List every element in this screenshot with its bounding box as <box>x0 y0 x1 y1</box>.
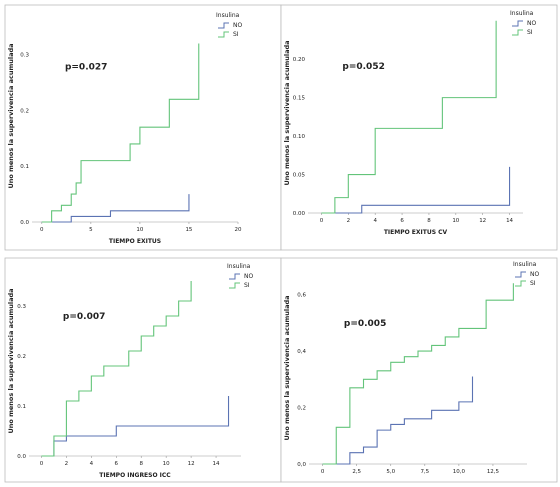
y-tick-label: 0.3 <box>20 53 29 59</box>
x-tick-label: 8 <box>139 461 143 467</box>
x-tick-label: 2,5 <box>352 469 361 475</box>
x-tick-label: 8 <box>427 218 431 224</box>
x-tick-label: 0 <box>40 227 44 233</box>
chart-3: 0 2 4 6 8 10 12 14 0.0 0.1 0.2 0.3 TIEMPO INGRESO IC… <box>4 257 282 483</box>
x-tick-label: 4 <box>90 461 94 467</box>
chart-frame <box>280 4 558 251</box>
y-axis-label: Uno menos la supervivencia acumulada <box>283 40 291 185</box>
x-tick-label: 2 <box>347 218 351 224</box>
y-axis-label: Uno menos la supervivencia acumulada <box>283 295 291 440</box>
x-tick-label: 12,5 <box>487 469 500 475</box>
legend-swatch-no <box>218 22 229 29</box>
chart-2: 0 2 4 6 8 10 12 14 0.00 0.05 0.10 0.15 0.20 TIEMPO EX… <box>280 4 558 251</box>
chart-1: 0 5 10 15 20 0.0 0.1 0.2 0.3 TIEMPO EXITUS Uno men… <box>4 4 282 251</box>
p-value-annotation: p=0.052 <box>342 62 384 72</box>
legend-swatch-no <box>512 20 523 27</box>
x-tick-label: 10,0 <box>453 469 466 475</box>
x-axis-label: TIEMPO EXITUS <box>109 238 161 245</box>
p-value-annotation: p=0.007 <box>63 312 105 322</box>
series-line-si <box>41 281 192 457</box>
chart-frame <box>4 257 282 483</box>
x-tick-label: 10 <box>452 218 459 224</box>
y-tick-label: 0,4 <box>297 349 306 355</box>
x-tick-label: 6 <box>400 218 404 224</box>
legend-label-no: NO <box>530 271 539 278</box>
y-tick-label: 0.00 <box>293 211 306 217</box>
y-axis-label: Uno menos la supervivencia acumulada <box>7 43 15 188</box>
chart-4: 0 2,5 5,0 7,5 10,0 12,5 0,0 0,2 0,4 0,6 Uno menos … <box>280 257 558 483</box>
x-tick-label: 10 <box>163 461 170 467</box>
x-tick-label: 5,0 <box>386 469 395 475</box>
x-tick-label: 12 <box>479 218 486 224</box>
series-line-si <box>41 43 200 223</box>
legend-label-si: SI <box>233 31 239 38</box>
legend-swatch-no <box>229 273 240 280</box>
series-line-si <box>322 283 514 465</box>
x-tick-label: 7,5 <box>420 469 429 475</box>
y-tick-label: 0,0 <box>297 462 306 468</box>
legend-label-no: NO <box>244 273 253 280</box>
legend-swatch-si <box>512 29 523 36</box>
legend-title: Insulina <box>510 10 534 17</box>
x-tick-label: 5 <box>89 227 93 233</box>
legend-label-no: NO <box>527 20 536 27</box>
series-line-si <box>321 20 497 214</box>
legend-title: Insulina <box>513 261 537 268</box>
legend-label-si: SI <box>244 282 250 289</box>
p-value-annotation: p=0.005 <box>344 319 386 329</box>
legend-title: Insulina <box>216 12 240 19</box>
p-value-annotation: p=0.027 <box>65 62 107 72</box>
y-tick-label: 0,2 <box>297 406 306 412</box>
x-tick-label: 20 <box>235 227 242 233</box>
y-tick-label: 0.2 <box>20 108 29 114</box>
legend-title: Insulina <box>227 263 251 270</box>
y-tick-label: 0.1 <box>20 164 29 170</box>
x-axis-label: TIEMPO EXITUS CV <box>384 229 448 236</box>
y-tick-label: 0.0 <box>20 220 29 226</box>
chart-frame <box>280 257 558 483</box>
x-tick-label: 2 <box>65 461 69 467</box>
series-line-no <box>41 194 190 223</box>
legend-label-si: SI <box>530 280 536 287</box>
y-tick-label: 0.05 <box>293 173 306 179</box>
x-tick-label: 10 <box>136 227 143 233</box>
y-tick-label: 0.20 <box>293 57 306 63</box>
y-tick-label: 0.2 <box>17 354 26 360</box>
legend-swatch-si <box>229 282 240 289</box>
series-line-no <box>322 376 474 465</box>
y-tick-label: 0.0 <box>17 454 26 460</box>
legend-swatch-no <box>515 271 526 278</box>
x-tick-label: 0 <box>40 461 44 467</box>
y-tick-label: 0.15 <box>293 96 306 102</box>
y-tick-label: 0,6 <box>297 293 306 299</box>
x-tick-label: 15 <box>185 227 192 233</box>
x-tick-label: 12 <box>188 461 195 467</box>
series-line-no <box>321 166 511 214</box>
x-tick-label: 6 <box>115 461 119 467</box>
legend-label-no: NO <box>233 22 242 29</box>
x-tick-label: 0 <box>321 469 325 475</box>
x-axis-label: TIEMPO INGRESO ICC <box>99 472 171 479</box>
x-tick-label: 14 <box>213 461 220 467</box>
x-tick-label: 4 <box>373 218 377 224</box>
y-tick-label: 0.3 <box>17 304 26 310</box>
legend-label-si: SI <box>527 29 533 36</box>
x-tick-label: 0 <box>320 218 324 224</box>
y-tick-label: 0.10 <box>293 134 306 140</box>
legend-swatch-si <box>515 280 526 287</box>
legend-swatch-si <box>218 31 229 38</box>
x-tick-label: 14 <box>506 218 513 224</box>
y-axis-label: Uno menos la supervivencia acumulada <box>7 288 15 433</box>
y-tick-label: 0.1 <box>17 404 26 410</box>
